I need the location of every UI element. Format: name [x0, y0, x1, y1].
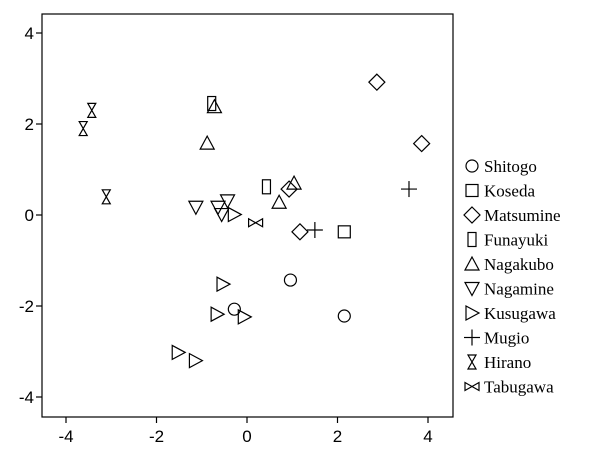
data-point — [171, 344, 187, 361]
plot-frame — [41, 13, 454, 418]
data-point — [306, 222, 323, 239]
legend-marker — [465, 304, 481, 322]
data-point — [86, 102, 97, 118]
legend: Shitogo Koseda Matsumine Funayuki Nagakubo Na… — [463, 157, 561, 397]
legend-marker — [463, 255, 481, 271]
legend-label: Funayuki — [484, 231, 549, 250]
data-point — [199, 134, 216, 150]
legend-label: Kusugawa — [484, 304, 556, 323]
legend-label: Koseda — [484, 182, 535, 201]
data-point — [283, 273, 298, 287]
data-point — [261, 179, 272, 195]
data-point — [227, 206, 243, 223]
legend-marker — [464, 329, 480, 346]
y-tick-label: 0 — [25, 206, 34, 225]
data-point — [337, 225, 351, 239]
legend-marker — [465, 183, 479, 198]
y-axis: 4 2 0 -2 -4 — [19, 24, 42, 407]
data-point — [216, 276, 232, 293]
data-point — [227, 302, 241, 316]
legend-marker — [465, 159, 479, 173]
legend-label: Shitogo — [484, 157, 537, 176]
data-points — [78, 73, 431, 369]
data-point — [237, 308, 253, 325]
y-tick-label: 2 — [25, 115, 34, 134]
data-point — [210, 200, 227, 216]
data-point — [219, 194, 236, 210]
data-point — [280, 180, 298, 198]
data-point — [206, 98, 223, 114]
x-axis: -4 -2 0 2 4 — [58, 417, 433, 446]
legend-marker — [464, 381, 480, 392]
data-point — [247, 217, 264, 228]
legend-label: Tabugawa — [484, 378, 554, 397]
x-tick-label: 4 — [423, 427, 432, 446]
data-point — [213, 207, 230, 223]
data-point — [271, 193, 288, 209]
legend-marker — [463, 206, 481, 224]
legend-label: Mugio — [484, 329, 529, 348]
data-point — [207, 95, 217, 112]
data-point — [337, 309, 351, 323]
data-point — [400, 181, 417, 198]
data-point — [286, 174, 303, 190]
data-point — [78, 120, 89, 137]
legend-label: Hirano — [484, 353, 531, 372]
data-point — [188, 352, 204, 369]
data-point — [412, 134, 431, 153]
x-tick-label: 2 — [333, 427, 342, 446]
data-point — [210, 306, 226, 323]
legend-label: Matsumine — [484, 206, 561, 225]
y-tick-label: -4 — [19, 388, 34, 407]
y-tick-label: -2 — [19, 297, 34, 316]
x-tick-label: -4 — [58, 427, 73, 446]
data-point — [291, 222, 309, 241]
data-point — [101, 189, 112, 205]
legend-marker — [467, 231, 477, 248]
y-tick-label: 4 — [25, 24, 34, 43]
data-point — [368, 73, 386, 91]
legend-marker — [466, 354, 478, 370]
legend-label: Nagamine — [484, 280, 554, 299]
data-point — [187, 200, 204, 216]
legend-marker — [463, 281, 481, 297]
x-tick-label: -2 — [149, 427, 164, 446]
legend-label: Nagakubo — [484, 255, 554, 274]
x-tick-label: 0 — [242, 427, 251, 446]
